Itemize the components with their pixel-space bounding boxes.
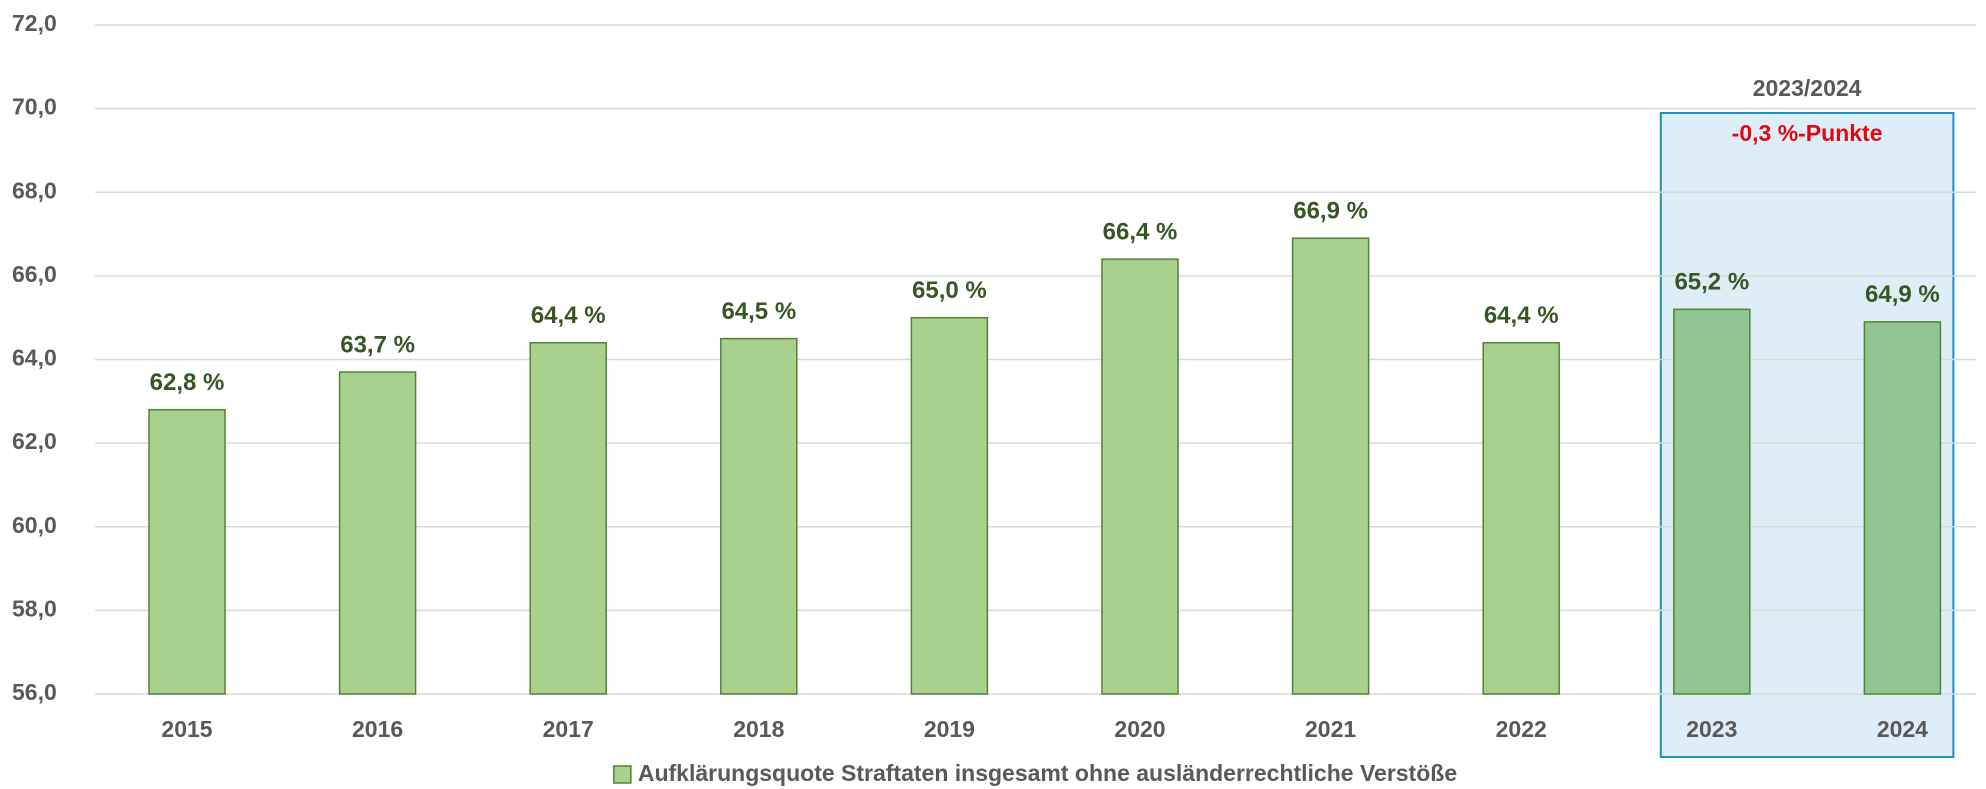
bar	[148, 408, 226, 695]
bar	[1291, 237, 1370, 695]
y-tick-label: 58,0	[12, 595, 57, 621]
value-label: 65,2 %	[1674, 269, 1749, 296]
x-tick-label: 2019	[924, 716, 975, 742]
bar	[1101, 258, 1179, 695]
value-label: 64,4 %	[1484, 302, 1559, 329]
x-tick-label: 2023	[1686, 716, 1737, 742]
y-tick-label: 66,0	[12, 261, 57, 287]
bar	[1863, 321, 1942, 695]
y-tick-label: 68,0	[12, 177, 57, 203]
y-tick-label: 72,0	[12, 10, 57, 36]
x-tick-label: 2022	[1496, 716, 1547, 742]
y-tick-label: 62,0	[12, 428, 57, 454]
y-tick-label: 60,0	[12, 512, 57, 538]
bar	[1482, 342, 1560, 695]
x-tick-label: 2016	[352, 716, 403, 742]
bar	[910, 316, 989, 695]
bar	[338, 371, 417, 695]
value-label: 66,4 %	[1103, 218, 1178, 245]
bar	[1673, 308, 1751, 695]
bar	[720, 337, 798, 695]
x-tick-label: 2021	[1305, 716, 1356, 742]
value-label: 63,7 %	[340, 331, 415, 358]
annotation-text: -0,3 %-Punkte	[1732, 120, 1883, 146]
annotation-title: 2023/2024	[1753, 75, 1862, 101]
legend-label: Aufklärungsquote Straftaten insgesamt oh…	[638, 760, 1457, 786]
x-tick-label: 2018	[733, 716, 784, 742]
x-tick-label: 2020	[1114, 716, 1165, 742]
x-tick-label: 2017	[543, 716, 594, 742]
bar	[529, 342, 607, 695]
y-tick-label: 56,0	[12, 679, 57, 705]
value-label: 65,0 %	[912, 277, 987, 304]
value-label: 62,8 %	[150, 369, 225, 396]
value-label: 66,9 %	[1293, 198, 1368, 225]
value-label: 64,9 %	[1865, 281, 1940, 308]
value-label: 64,5 %	[721, 298, 796, 325]
y-tick-label: 70,0	[12, 94, 57, 120]
legend-swatch	[613, 765, 632, 784]
value-label: 64,4 %	[531, 302, 606, 329]
x-tick-label: 2024	[1877, 716, 1928, 742]
y-tick-label: 64,0	[12, 345, 57, 371]
x-tick-label: 2015	[161, 716, 212, 742]
